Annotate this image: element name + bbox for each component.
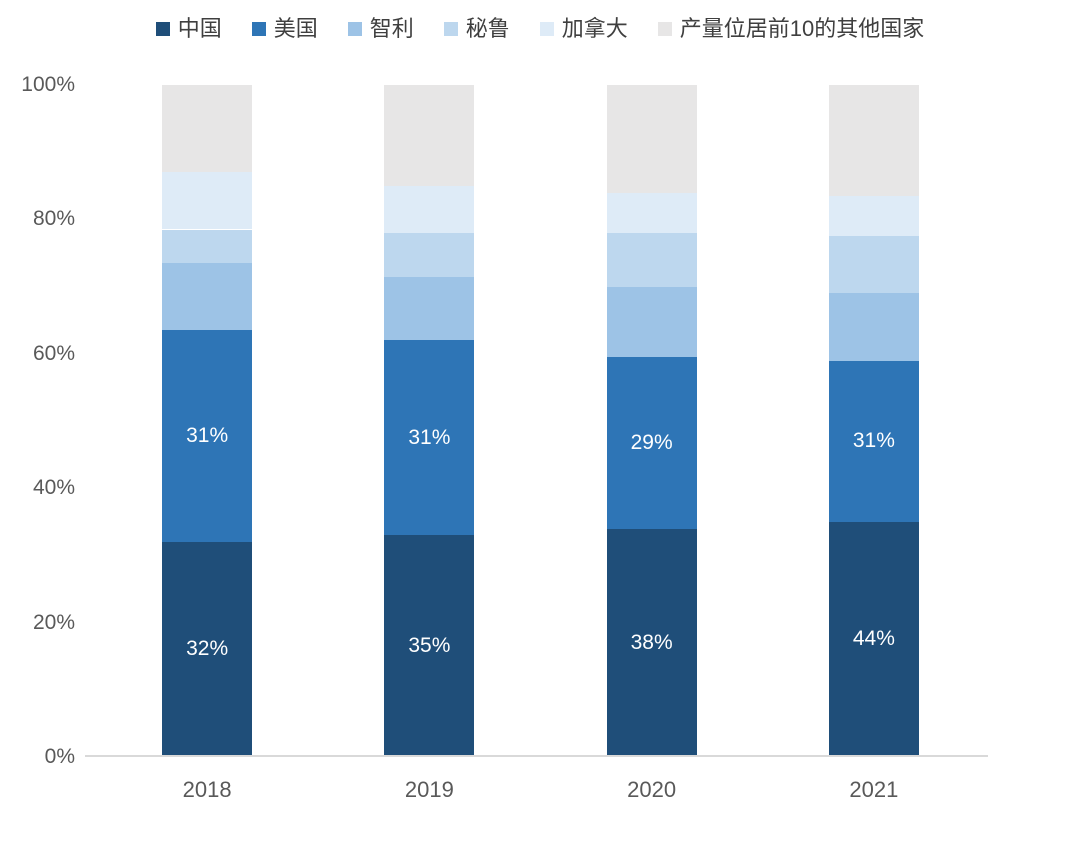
bar-segment-2019-series-5 [384,85,475,186]
x-tick-label: 2021 [849,777,899,802]
bar-segment-2020-series-1: 29% [606,357,697,529]
chart-legend: 中国 美国 智利 秘鲁 加拿大 产量位居前10的其他国家 [0,16,1080,42]
bar-segment-2021-series-1: 31% [828,360,919,522]
data-label: 29% [630,430,673,454]
legend-swatch-icon [155,22,170,36]
y-tick-label: 40% [32,476,75,500]
data-label: 44% [852,627,895,651]
y-tick-label: 60% [32,341,75,365]
bar-segment-2020-series-3 [606,232,697,287]
legend-label: 秘鲁 [465,16,510,41]
x-tick-label: 2020 [627,777,677,802]
legend-label: 加拿大 [561,16,628,41]
bar-segment-2019-series-1: 31% [384,340,475,536]
bar-segment-2021-series-4 [828,195,919,237]
legend-item: 秘鲁 [443,16,510,42]
legend-item: 中国 [155,16,222,42]
x-tick-label: 2019 [404,777,454,802]
legend-item: 产量位居前10的其他国家 [657,16,925,42]
legend-swatch-icon [347,22,362,36]
bar-segment-2021-series-3 [828,236,919,294]
legend-swatch-icon [657,22,672,36]
bars-container: 32% 31% 35% 31% 38% 29% 44% 31% [96,85,985,757]
bar-segment-2020-series-4 [606,192,697,233]
legend-swatch-icon [443,22,458,36]
bar-segment-2021-series-2 [828,293,919,361]
x-axis-line [85,755,988,757]
y-tick-label: 0% [44,745,75,768]
bar-segment-2018-series-4 [162,172,253,230]
bar-segment-2019-series-4 [384,185,475,233]
bar-segment-2019-series-2 [384,276,475,341]
legend-label: 产量位居前10的其他国家 [679,16,925,41]
legend-item: 加拿大 [539,16,628,42]
x-tick-label: 2018 [182,777,232,802]
bar-segment-2018-series-1: 31% [162,330,253,542]
legend-item: 美国 [251,16,318,42]
bar-segment-2018-series-2 [162,263,253,331]
data-label: 31% [186,424,229,448]
bar-segment-2019-series-3 [384,232,475,277]
plot-area: 0% 20% 40% 60% 80% 100% 32% 31% 35% 31% 38% 29% 44%… [21,73,988,802]
bar-segment-2020-series-5 [606,85,697,193]
legend-label: 中国 [177,16,222,41]
bar-segment-2020-series-2 [606,286,697,358]
y-tick-label: 100% [21,73,75,96]
bar-segment-2021-series-5 [828,85,919,196]
bar-segment-2018-series-5 [162,85,253,173]
legend-swatch-icon [251,22,266,36]
legend-label: 智利 [369,16,414,41]
data-label: 31% [408,425,451,449]
bar-segment-2019-series-0: 35% [384,535,475,757]
legend-label: 美国 [273,16,318,41]
data-label: 35% [408,634,451,658]
bar-segment-2020-series-0: 38% [606,528,697,757]
y-tick-label: 20% [32,610,75,634]
legend-item: 智利 [347,16,414,42]
data-label: 31% [852,429,895,453]
legend-swatch-icon [539,22,554,36]
bar-segment-2021-series-0: 44% [828,521,919,757]
y-tick-label: 80% [32,207,75,231]
data-label: 38% [630,630,673,654]
bar-segment-2018-series-3 [162,229,253,264]
data-label: 32% [186,637,229,661]
bar-segment-2018-series-0: 32% [162,541,253,757]
